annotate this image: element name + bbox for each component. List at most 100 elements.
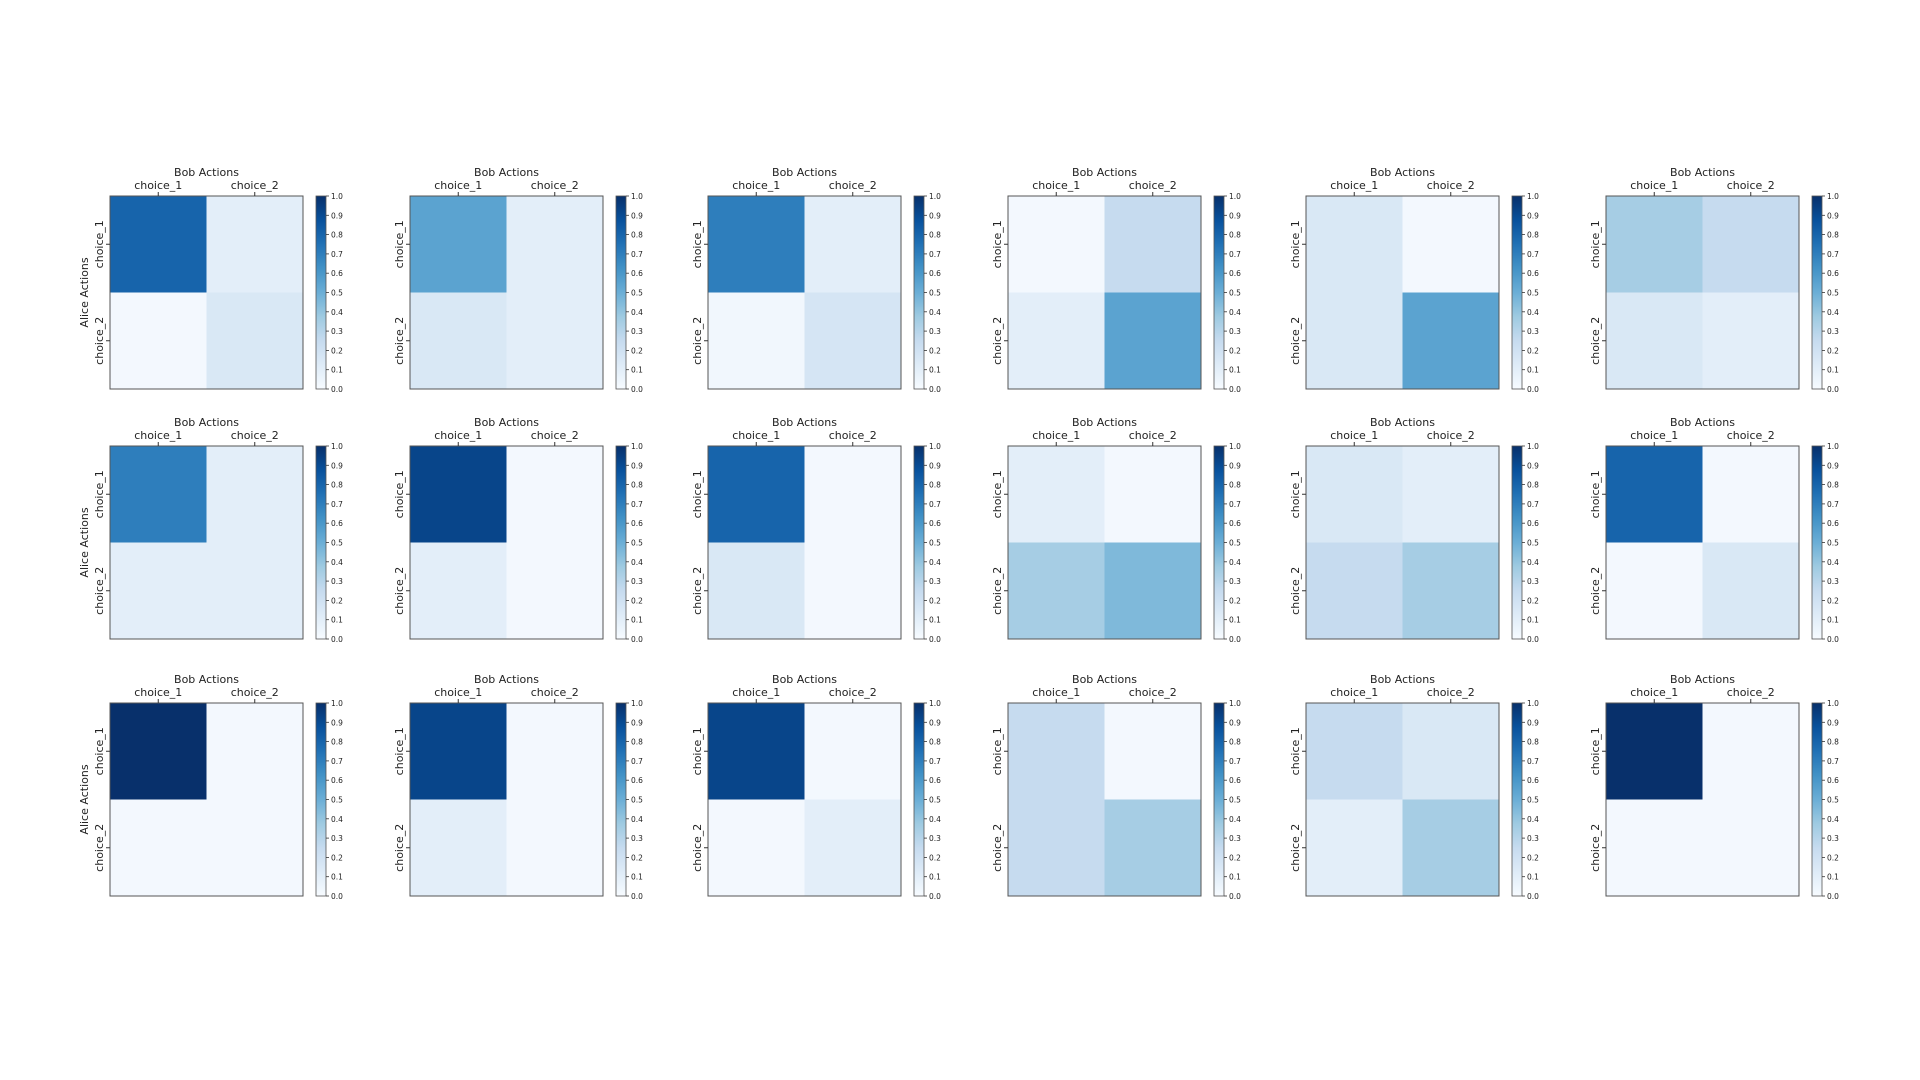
colorbar-tick-label: 0.7 xyxy=(1827,500,1839,509)
colorbar-tick-label: 0.5 xyxy=(1827,289,1839,298)
colorbar-tick-label: 0.7 xyxy=(1527,500,1539,509)
colorbar-tick-label: 0.8 xyxy=(1229,738,1241,747)
colorbar-tick-label: 0.7 xyxy=(1229,250,1241,259)
colorbar-tick-label: 0.9 xyxy=(1229,718,1241,727)
colorbar-tick-label: 0.3 xyxy=(929,834,941,843)
x-tick-label: choice_1 xyxy=(134,179,182,192)
colorbar-tick-label: 0.9 xyxy=(1229,461,1241,470)
colorbar-tick-label: 0.2 xyxy=(1527,853,1539,862)
colorbar xyxy=(1213,195,1225,390)
heatmap-cell xyxy=(1104,292,1201,389)
colorbar-tick-label: 0.5 xyxy=(1527,289,1539,298)
heatmap-cell xyxy=(708,446,805,543)
colorbar-tick-label: 0.7 xyxy=(331,500,343,509)
colorbar-tick-label: 0.9 xyxy=(1527,718,1539,727)
colorbar-tick-label: 1.0 xyxy=(631,699,643,708)
x-tick-label: choice_2 xyxy=(231,429,279,442)
colorbar-tick-label: 0.8 xyxy=(929,481,941,490)
top-axis-label: Bob Actions xyxy=(772,673,837,686)
colorbar xyxy=(1511,702,1523,897)
colorbar-tick-label: 1.0 xyxy=(631,192,643,201)
colorbar-tick-label: 0.6 xyxy=(331,269,343,278)
x-tick-label: choice_2 xyxy=(829,179,877,192)
x-tick-label: choice_1 xyxy=(434,179,482,192)
colorbar-tick-label: 0.9 xyxy=(929,461,941,470)
heatmap-frame xyxy=(707,195,902,390)
x-tick-label: choice_1 xyxy=(1032,429,1080,442)
colorbar xyxy=(315,445,327,640)
colorbar xyxy=(1213,702,1225,897)
colorbar-tick-label: 0.7 xyxy=(1827,250,1839,259)
y-tick-label: choice_2 xyxy=(991,567,1004,615)
y-tick-label: choice_1 xyxy=(691,727,704,775)
heatmap-cell xyxy=(410,292,507,389)
colorbar-tick-label: 0.2 xyxy=(631,346,643,355)
colorbar-tick-label: 0.3 xyxy=(331,327,343,336)
colorbar-tick-label: 0.3 xyxy=(1827,577,1839,586)
heatmap-frame xyxy=(1305,445,1500,640)
colorbar-tick-label: 0.8 xyxy=(1827,231,1839,240)
colorbar-tick-label: 0.1 xyxy=(1827,873,1839,882)
x-tick-label: choice_1 xyxy=(434,429,482,442)
colorbar-tick-label: 0.4 xyxy=(1827,815,1839,824)
colorbar-tick-label: 0.0 xyxy=(1229,635,1241,644)
y-tick-label: choice_1 xyxy=(691,220,704,268)
colorbar-tick-label: 0.1 xyxy=(631,616,643,625)
colorbar-tick-label: 0.4 xyxy=(331,308,343,317)
heatmap-frame xyxy=(109,445,304,640)
colorbar-tick-label: 0.6 xyxy=(331,519,343,528)
colorbar-tick-label: 0.2 xyxy=(331,596,343,605)
heatmap-cell xyxy=(506,799,603,896)
colorbar-tick-label: 0.0 xyxy=(929,385,941,394)
colorbar-tick-label: 0.6 xyxy=(1527,269,1539,278)
heatmap-cell xyxy=(1702,799,1799,896)
heatmap-cell xyxy=(1702,196,1799,293)
colorbar-tick-label: 0.2 xyxy=(929,346,941,355)
x-tick-label: choice_2 xyxy=(1129,179,1177,192)
left-axis-label: Alice Actions xyxy=(78,257,91,327)
heatmap-cell xyxy=(708,799,805,896)
colorbar-tick-label: 1.0 xyxy=(1527,192,1539,201)
colorbar-tick-label: 0.7 xyxy=(1827,757,1839,766)
y-tick-label: choice_2 xyxy=(1589,317,1602,365)
colorbar-tick-label: 0.5 xyxy=(929,796,941,805)
colorbar-tick-label: 0.4 xyxy=(631,308,643,317)
colorbar-tick-label: 0.3 xyxy=(631,327,643,336)
heatmap-cell xyxy=(1606,703,1703,800)
colorbar-tick-label: 0.7 xyxy=(929,250,941,259)
colorbar xyxy=(1511,445,1523,640)
top-axis-label: Bob Actions xyxy=(772,166,837,179)
colorbar-tick-label: 0.4 xyxy=(1527,815,1539,824)
colorbar-tick-label: 0.8 xyxy=(1229,231,1241,240)
colorbar xyxy=(315,195,327,390)
colorbar-tick-label: 0.4 xyxy=(331,558,343,567)
colorbar-tick-label: 0.8 xyxy=(631,231,643,240)
heatmap-cell xyxy=(1008,446,1105,543)
colorbar xyxy=(913,445,925,640)
y-tick-label: choice_2 xyxy=(393,824,406,872)
x-tick-label: choice_1 xyxy=(134,686,182,699)
heatmap-frame xyxy=(109,702,304,897)
colorbar-tick-label: 0.5 xyxy=(1229,539,1241,548)
heatmap-frame xyxy=(409,702,604,897)
x-tick-label: choice_1 xyxy=(134,429,182,442)
heatmap-cell xyxy=(804,292,901,389)
colorbar-tick-label: 0.0 xyxy=(929,635,941,644)
colorbar-tick-label: 0.8 xyxy=(1827,481,1839,490)
x-tick-label: choice_2 xyxy=(1427,179,1475,192)
colorbar-tick-label: 0.5 xyxy=(929,539,941,548)
top-axis-label: Bob Actions xyxy=(474,673,539,686)
colorbar-tick-label: 0.0 xyxy=(1527,892,1539,901)
heatmap-cell xyxy=(1008,703,1105,800)
y-tick-label: choice_2 xyxy=(93,824,106,872)
y-tick-label: choice_1 xyxy=(991,470,1004,518)
colorbar-tick-label: 0.7 xyxy=(1229,757,1241,766)
colorbar-tick-label: 0.9 xyxy=(631,461,643,470)
x-tick-label: choice_1 xyxy=(434,686,482,699)
colorbar-tick-label: 0.1 xyxy=(631,366,643,375)
y-tick-label: choice_1 xyxy=(93,727,106,775)
